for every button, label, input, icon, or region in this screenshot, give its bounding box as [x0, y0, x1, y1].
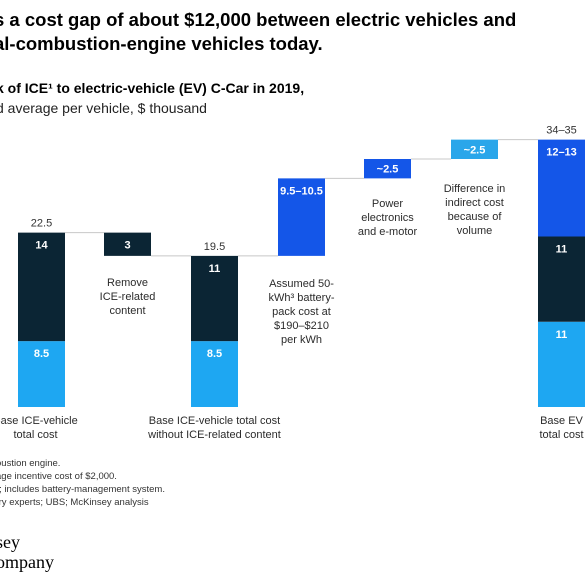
footnote-1: oustion engine. [0, 458, 61, 469]
label-remove-ice-line-1: ICE-related [100, 291, 156, 303]
label-power-electronics-line-0: Power [372, 198, 404, 210]
bar-6-segment-2 [538, 139, 585, 237]
label-battery-line-4: per kWh [281, 334, 322, 346]
chart-units: d average per vehicle, $ thousand [0, 100, 207, 116]
chart-subtitle: k of ICE¹ to electric-vehicle (EV) C-Car… [0, 80, 305, 96]
bar-4-delta-label: ~2.5 [377, 164, 399, 176]
label-base-ev-line-0: Base EV [540, 415, 583, 427]
label-indirect-cost-line-0: Difference in [444, 183, 506, 195]
logo-line-1: sey [0, 532, 20, 552]
bar-2-segment-1-label: 11 [209, 263, 221, 275]
label-indirect-cost-line-3: volume [457, 225, 492, 237]
bar-5-delta-label: ~2.5 [464, 144, 486, 156]
bar-2-total-label: 19.5 [204, 241, 225, 253]
title-line-1: s a cost gap of about $12,000 between el… [0, 9, 517, 30]
bar-0-segment-1-label: 14 [35, 240, 48, 252]
bar-2-segment-0-label: 8.5 [207, 348, 222, 360]
bar-0-segment-0-label: 8.5 [34, 348, 49, 360]
bar-6-segment-1 [538, 236, 585, 322]
logo-line-2: ompany [0, 552, 54, 572]
label-indirect-cost-line-1: indirect cost [445, 197, 504, 209]
title-line-2: al-combustion-engine vehicles today. [0, 33, 323, 54]
bar-2-segment-0 [191, 341, 238, 407]
footnote-source: try experts; UBS; McKinsey analysis [0, 497, 149, 508]
label-power-electronics-line-2: and e-motor [358, 226, 418, 238]
label-base-ice-without-line-0: Base ICE-vehicle total cost [149, 415, 280, 427]
bar-0-segment-1 [18, 232, 65, 342]
bar-6-segment-2-label: 12–13 [546, 147, 577, 159]
label-battery-line-1: kWh³ battery- [268, 292, 334, 304]
label-power-electronics-line-1: electronics [361, 212, 414, 224]
bar-6-segment-1-label: 11 [556, 244, 568, 256]
label-base-ice-line-0: Base ICE-vehicle [0, 415, 78, 427]
bar-4-delta [364, 159, 411, 179]
bar-6-total-label: 34–35 [546, 125, 577, 137]
label-indirect-cost-line-2: because of [448, 211, 503, 223]
label-base-ev-line-1: total cost [539, 429, 583, 441]
bar-1-delta-label: 3 [124, 239, 130, 251]
bar-3-delta [278, 178, 325, 256]
bar-6-segment-0 [538, 321, 585, 407]
label-battery-line-3: $190–$210 [274, 320, 329, 332]
bar-3-delta-label: 9.5–10.5 [280, 185, 323, 197]
label-base-ice-line-1: total cost [13, 429, 57, 441]
bar-5-delta [451, 139, 498, 159]
footnote-2: age incentive cost of $2,000. [0, 471, 117, 482]
label-battery-line-2: pack cost at [272, 306, 331, 318]
chart-title: s a cost gap of about $12,000 between el… [0, 8, 585, 56]
label-battery-line-0: Assumed 50- [269, 278, 334, 290]
bar-1-delta [104, 232, 151, 256]
bar-6-segment-0-label: 11 [556, 329, 568, 341]
bar-0-total-label: 22.5 [31, 218, 52, 230]
label-remove-ice-line-2: content [109, 305, 145, 317]
bar-2-segment-1 [191, 255, 238, 342]
label-remove-ice-line-0: Remove [107, 277, 148, 289]
footnote-3: r; includes battery-management system. [0, 484, 165, 495]
label-base-ice-without-line-1: without ICE-related content [147, 429, 281, 441]
bar-0-segment-0 [18, 341, 65, 407]
